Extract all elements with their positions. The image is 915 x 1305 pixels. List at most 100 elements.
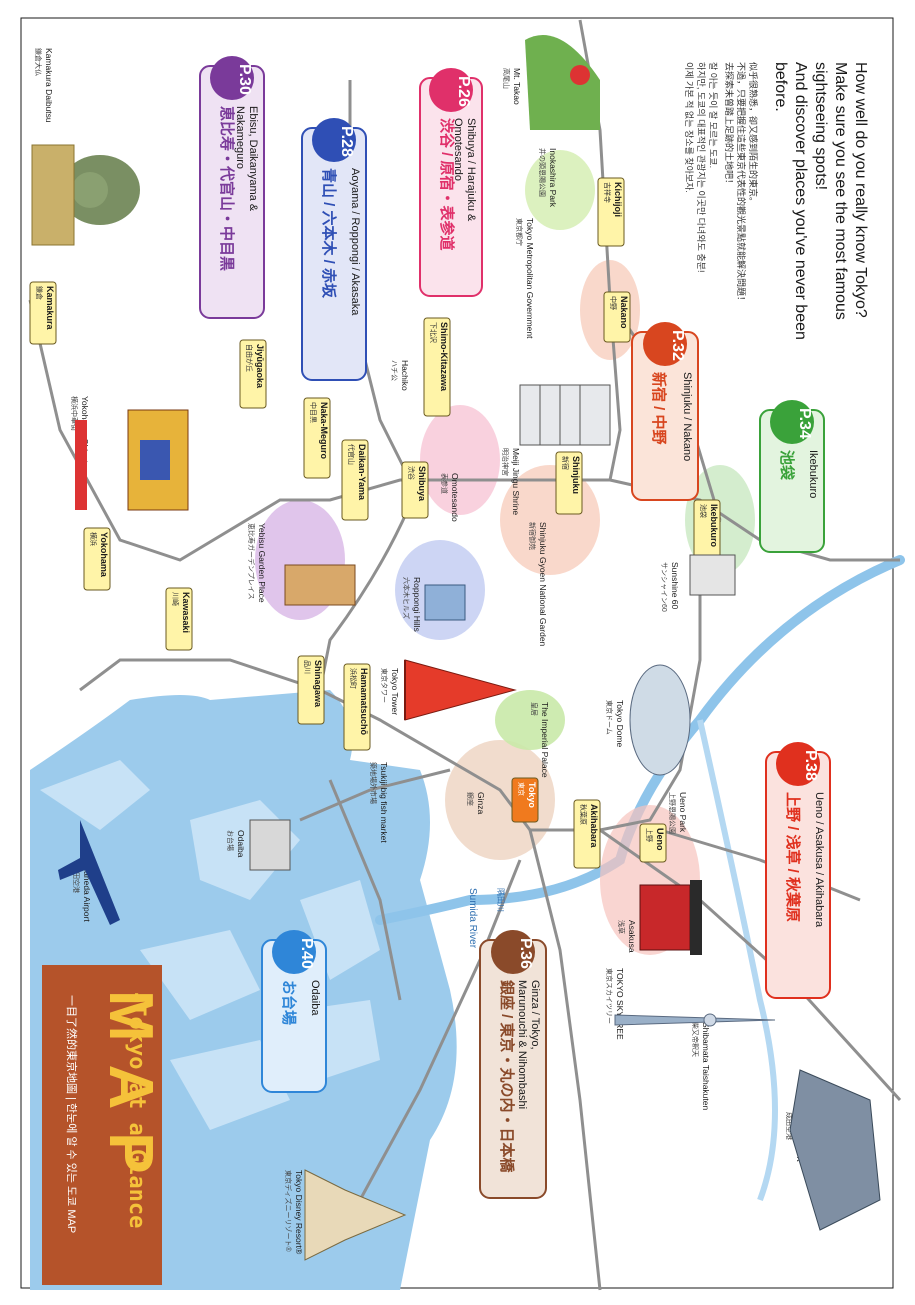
- station-name-jp: 秋葉原: [579, 804, 588, 825]
- area-name-jp: 渋谷 / 原宿・表参道: [438, 118, 456, 251]
- disney-castle-icon: [304, 1169, 407, 1261]
- river-label: Sumida River: [467, 888, 478, 949]
- landmark-name-jp: 皇居: [530, 702, 539, 716]
- area-card: P.34 Ikebukuro 池袋: [759, 400, 825, 553]
- page-number: P.28: [338, 126, 355, 157]
- narita-terminal-icon: [789, 1069, 881, 1231]
- page-number: P.32: [669, 330, 686, 361]
- station-name-en: Kawasaki: [181, 592, 191, 633]
- station-name-jp: 渋谷: [407, 466, 416, 480]
- station-name-en: Nakano: [619, 296, 629, 329]
- station-name-jp: 池袋: [699, 504, 708, 518]
- landmark-name-jp: 築地場外市場: [369, 762, 378, 804]
- landmark-name-jp: 東京都庁: [515, 218, 524, 246]
- landmark-name-jp: 東京タワー: [380, 668, 389, 703]
- landmark-name-en: Tsukiji big fish market: [379, 762, 389, 843]
- page-number: P.26: [455, 76, 472, 107]
- area-card: P.32 Shinjuku / Nakano 新宿 / 中野: [631, 322, 699, 501]
- landmark-name-en: Meiji Jingu Shrine: [511, 448, 521, 515]
- landmark-name-jp: 東京ディズニーリゾート®: [284, 1170, 293, 1253]
- station-name-en: Hamamatsuchō: [359, 668, 369, 736]
- title-block: M A P -Tokyo at a Glance 一目了然的東京地圖 | 한눈에…: [42, 965, 165, 1285]
- intro-ko-line: 하지만, 도쿄의 대표적인 관광지는 이곳만 다녀와도 충분!: [696, 62, 707, 272]
- station-name-en: Shibuya: [417, 466, 427, 502]
- landmark-name-en: Roppongi Hills: [412, 577, 422, 632]
- landmark-name-en: Ueno Park: [678, 792, 688, 833]
- tokyo-tower-icon: [404, 659, 517, 721]
- area-card: P.40 Odaiba お台場: [261, 930, 327, 1093]
- area-name-en: Ginza / Tokyo,: [529, 980, 541, 1050]
- landmark-name-jp: 恵比寿ガーデンプレイス: [247, 523, 256, 600]
- area-name-en: Ikebukuro: [807, 450, 819, 498]
- station-name-jp: 鎌倉: [35, 286, 44, 300]
- landmark-name-jp: 鎌倉大仏: [34, 48, 43, 76]
- landmark-name-jp: 柴又帝釈天: [691, 1022, 700, 1057]
- station-name-en: Jiyūgaoka: [255, 344, 265, 389]
- page-number: P.36: [517, 938, 534, 969]
- area-card: P.36 Ginza / Tokyo,Marunouchi & Nihombash…: [479, 930, 547, 1199]
- daibutsu-icon: [31, 144, 140, 246]
- area-name-en: Odaiba: [309, 980, 321, 1016]
- station-name-jp: 吉祥寺: [603, 182, 612, 203]
- area-name-en: Omotesando: [452, 118, 464, 181]
- station-name-en: Naka-Meguro: [319, 402, 329, 460]
- landmark-name-en: Shibamata Taishakuten: [701, 1022, 711, 1110]
- station-name-en: Shimo-Kitazawa: [439, 322, 449, 392]
- landmark-name-jp: 新宿御苑: [528, 522, 537, 550]
- landmark-name-en: Haneda Airport: [82, 865, 92, 922]
- page-badge: [643, 322, 687, 366]
- landmark-name-en: Asakusa: [627, 920, 637, 953]
- station-name-jp: 東京: [517, 782, 526, 796]
- station-name-jp: 上野: [645, 828, 654, 842]
- landmark-name-en: Tokyo Tower: [390, 668, 400, 715]
- station-name-jp: 代官山: [347, 444, 356, 465]
- intro-line: Make sure you see the most famous: [832, 62, 849, 320]
- station-name-en: Tokyo: [527, 782, 537, 808]
- roppongi-hills-icon: [424, 584, 466, 621]
- area-name-en: Nakameguro: [234, 106, 246, 169]
- area-card: P.30 Ebisu, Daikanyama &Nakameguro恵比寿・代官山…: [199, 56, 265, 319]
- landmark-name-en: Odaiba: [236, 830, 246, 858]
- station-name-jp: 浜松町: [349, 668, 358, 689]
- station-name-jp: 品川: [303, 660, 311, 674]
- station-name-jp: 川崎: [171, 592, 180, 606]
- area-name-en: Ebisu, Daikanyama &: [247, 106, 259, 212]
- map-subtitle: -Tokyo at a Glance: [124, 990, 149, 1228]
- landmark-name-jp: 高尾山: [502, 68, 511, 89]
- landmark-name-en: Ginza: [476, 792, 486, 814]
- intro-line: before.: [772, 62, 789, 112]
- area-name-jp: 銀座 / 東京・丸の内・日本橋: [498, 980, 516, 1174]
- map-caption: 一目了然的東京地圖 | 한눈에 알 수 있는 도쿄 MAP: [65, 995, 79, 1233]
- page-number: P.38: [802, 750, 819, 781]
- landmark-name-jp: 成田空港: [785, 1112, 794, 1140]
- landmark-name-jp: 明治神宮: [501, 448, 510, 476]
- area-name-en: Shinjuku / Nakano: [681, 372, 693, 461]
- station-name-jp: 自由が丘: [245, 344, 254, 372]
- page-number: P.40: [298, 938, 315, 969]
- station-name-jp: 新宿: [561, 456, 570, 470]
- station-name-en: Daikan-Yama: [357, 444, 367, 501]
- landmark-name-en: TOKYO SKYTREE: [615, 968, 625, 1040]
- page-badge: [210, 56, 254, 100]
- landmark-label: Tokyo Disney Resort®東京ディズニーリゾート®: [284, 1170, 304, 1255]
- intro-zh-line: 不過，只要把握住這些東京代表性的觀光景點就能解決問題！: [736, 62, 747, 305]
- landmark-name-jp: 六本木ヒルズ: [402, 577, 411, 619]
- sunshine60-icon: [689, 554, 736, 596]
- intro-zh-line: 去探索未曾踏上足跡的土地吧！: [724, 62, 735, 188]
